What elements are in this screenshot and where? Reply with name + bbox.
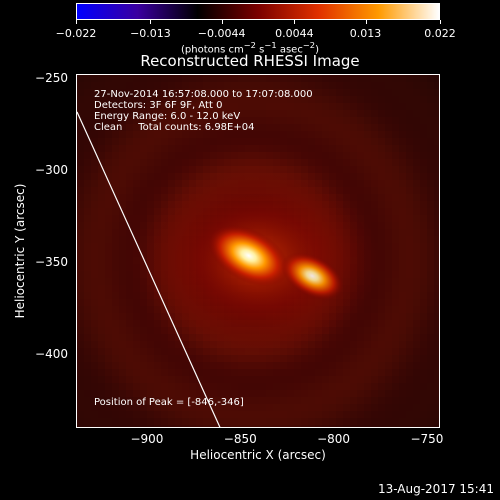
x-tick-label: −900 — [130, 432, 164, 446]
primary-source — [208, 224, 290, 287]
x-axis-label: Heliocentric X (arcsec) — [190, 448, 326, 462]
plot-area: 27-Nov-2014 16:57:08.000 to 17:07:08.000… — [76, 74, 440, 428]
colorbar-tick-label: 0.013 — [349, 27, 382, 40]
colorbar-tick-mark — [365, 20, 367, 24]
x-tick-label: −850 — [223, 432, 257, 446]
x-tick-label: −800 — [317, 432, 351, 446]
colorbar-tick-label: −0.022 — [55, 27, 97, 40]
info-detectors: Detectors: 3F 6F 9F, Att 0 — [94, 100, 223, 111]
secondary-source — [281, 252, 344, 300]
datestamp: 13-Aug-2017 15:41 — [377, 482, 494, 496]
colorbar-tick-mark — [294, 20, 296, 24]
colorbar-units: (photons cm−2 s−1 asec−2) — [180, 40, 320, 56]
colorbar-tick-mark — [150, 20, 152, 24]
y-tick-label: −250 — [35, 70, 68, 85]
colorbar-tick-label: 0.0044 — [275, 27, 314, 40]
heatmap-image — [77, 75, 439, 427]
y-tick-label: −350 — [35, 255, 68, 270]
colorbar-tick-label: −0.0044 — [197, 27, 246, 40]
y-axis-label: Heliocentric Y (arcsec) — [13, 183, 27, 319]
colorbar-tick-label: −0.013 — [130, 27, 171, 40]
info-energy: Energy Range: 6.0 - 12.0 keV — [94, 111, 241, 122]
peak-position-label: Position of Peak = [-846,-346] — [94, 397, 244, 408]
y-tick-label: −300 — [35, 162, 68, 177]
colorbar-tick-mark — [440, 20, 441, 24]
colorbar-tick-mark — [76, 20, 77, 24]
solar-limb-line — [77, 111, 221, 427]
info-counts: Clean Total counts: 6.98E+04 — [94, 122, 255, 133]
chart-title: Reconstructed RHESSI Image — [140, 52, 360, 70]
x-tick-label: −750 — [410, 432, 444, 446]
colorbar-tick-label: 0.022 — [424, 27, 456, 40]
y-tick-label: −400 — [35, 347, 68, 362]
info-time: 27-Nov-2014 16:57:08.000 to 17:07:08.000 — [94, 89, 313, 100]
colorbar — [76, 3, 440, 20]
colorbar-tick-mark — [221, 20, 223, 24]
